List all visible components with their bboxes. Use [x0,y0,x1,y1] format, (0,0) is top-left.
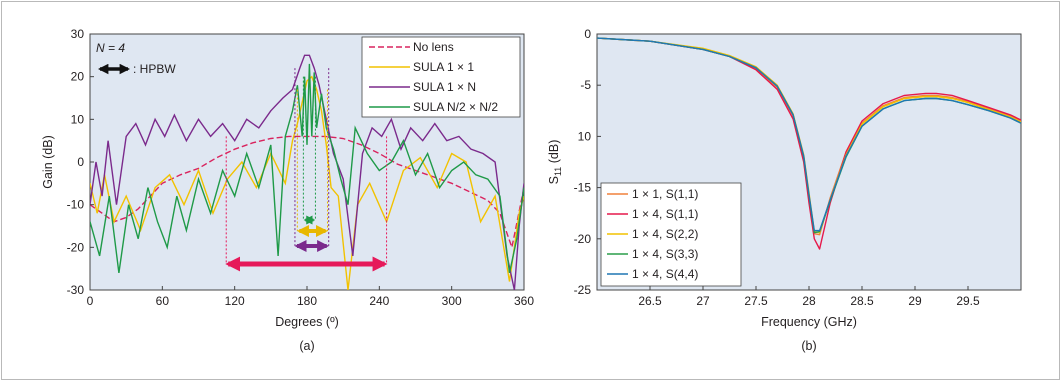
panel-b-s11-chart: 26.5 27 27.5 28 28.5 29 29.5 0 -5 10 -15 -20 -25 1 ×… [547,27,1022,353]
legend-b-label-4: 1 × 4, S(4,4) [632,267,698,281]
xtick-label-a-4: 240 [369,294,389,308]
ytick-label-a-0: -30 [67,283,85,297]
panel-label-a: (a) [299,339,314,353]
legend-b-label-1: 1 × 4, S(1,1) [632,207,698,221]
xtick-label-b-0: 26.5 [638,294,662,308]
ytick-label-b-4: -20 [574,232,592,246]
panel-label-b: (b) [801,339,816,353]
xlabel-b: Frequency (GHz) [761,315,857,329]
xtick-label-a-0: 0 [87,294,94,308]
n-annotation: N = 4 [96,41,125,55]
xtick-label-b-5: 29 [908,294,922,308]
legend-a-label-3: SULA N/2 × N/2 [413,100,498,114]
panel-a-gain-chart: 0 60 120 180 240 300 360 -30 -20 -10 0 10 20 30 N = 4… [41,27,534,353]
ytick-label-b-3: -15 [574,181,592,195]
legend-b-label-2: 1 × 4, S(2,2) [632,227,698,241]
ytick-label-a-1: -20 [67,240,85,254]
xtick-label-b-3: 28 [802,294,816,308]
xtick-label-a-6: 360 [514,294,534,308]
ylabel-a: Gain (dB) [41,135,55,189]
hpbw-key: : HPBW [97,62,176,76]
legend-a-label-2: SULA 1 × N [413,80,476,94]
xtick-label-b-1: 27 [696,294,710,308]
ytick-label-b-1: -5 [580,78,591,92]
legend-b-label-3: 1 × 4, S(3,3) [632,247,698,261]
xtick-label-b-2: 27.5 [744,294,768,308]
ytick-label-b-5: -25 [574,283,592,297]
series-line-a-0 [90,135,524,250]
xtick-label-a-3: 180 [297,294,317,308]
legend-a-box [361,36,521,118]
ytick-label-a-5: 20 [71,70,85,84]
legend-b-label-0: 1 × 1, S(1,1) [632,187,698,201]
series-line-b-4 [597,37,1021,232]
legend-a-label-0: No lens [413,40,454,54]
xtick-label-b-4: 28.5 [850,294,874,308]
xtick-label-a-5: 300 [442,294,462,308]
ytick-label-a-6: 30 [71,27,85,41]
legend-b: 1 × 1, S(1,1) 1 × 4, S(1,1) 1 × 4, S(2,2) 1… [600,182,742,287]
ytick-label-b-0: 0 [584,27,591,41]
ytick-label-b-2: 10 [578,129,592,143]
series-line-a-3 [90,63,524,274]
ylabel-b-unit: (dB) [547,140,561,167]
legend-a-label-1: SULA 1 × 1 [413,60,474,74]
xtick-label-a-1: 60 [156,294,170,308]
ytick-label-a-4: 10 [71,112,85,126]
xtick-label-b-6: 29.5 [956,294,980,308]
ytick-label-a-3: 0 [77,155,84,169]
ylabel-b-main: S [547,176,561,184]
ylabel-b-sub: 11 [553,167,563,176]
ylabel-b: S11 (dB) [547,140,563,185]
xtick-label-a-2: 120 [225,294,245,308]
xlabel-a: Degrees (º) [275,315,339,329]
legend-a: No lens SULA 1 × 1 SULA 1 × N SULA N/2 ×… [361,36,521,118]
hpbw-key-label: : HPBW [133,62,176,76]
ytick-label-a-2: -10 [67,198,85,212]
series-line-a-2 [90,54,524,290]
